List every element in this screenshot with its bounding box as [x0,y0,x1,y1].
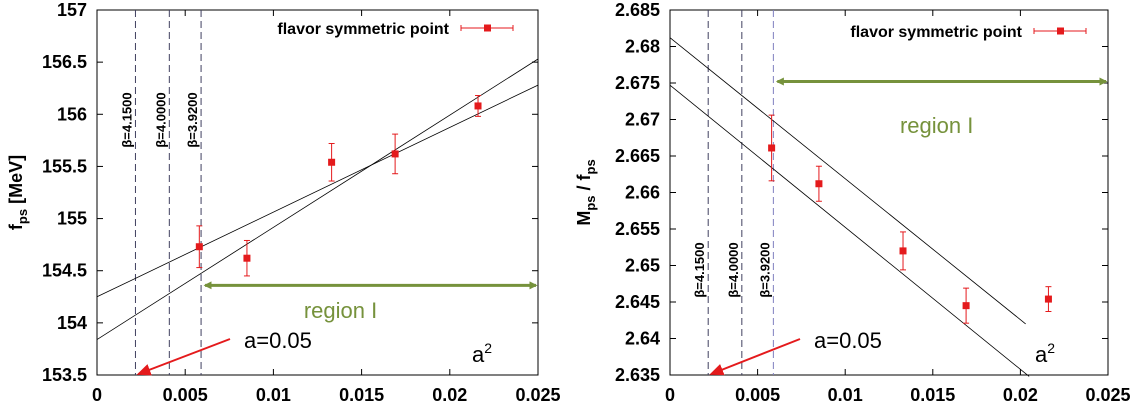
data-point [899,231,907,271]
data-point [962,287,970,324]
x-tick-label: 0.005 [163,385,208,405]
data-marker [243,254,251,262]
y-tick-label: 2.655 [615,219,660,239]
y-tick-label: 2.675 [615,73,660,93]
data-point [195,225,203,269]
y-axis-label: fps [MeV] [6,155,30,230]
y-tick-label: 155.5 [42,156,87,176]
data-marker [474,102,482,110]
x-tick-label: 0.025 [1085,385,1130,405]
y-tick-label: 154 [57,313,87,333]
x-tick-label: 0.005 [735,385,780,405]
x-tick-label: 0.02 [432,385,467,405]
data-marker [815,180,823,188]
data-point [328,142,336,182]
fit-line [96,84,539,298]
x-axis-note: a2 [472,340,492,367]
data-marker [768,144,776,152]
y-tick-label: 157 [57,0,87,20]
annotation-label: a=0.05 [244,328,312,353]
y-axis-label-mid: / f [574,173,594,195]
y-tick-label: 155 [57,209,87,229]
y-tick-label: 2.68 [625,37,660,57]
y-tick-label: 2.635 [615,365,660,385]
beta-label: β=4.0000 [153,92,168,147]
y-axis-label-main: f [6,223,26,230]
x-tick-label: 0 [92,385,102,405]
data-marker [1044,295,1052,303]
beta-label: β=4.1500 [119,92,134,147]
data-point [243,239,251,277]
y-tick-label: 2.665 [615,146,660,166]
x-tick-label: 0.015 [910,385,955,405]
x-tick-label: 0.025 [515,385,560,405]
data-point [1044,286,1052,312]
x-tick-label: 0.01 [828,385,863,405]
legend-marker [1057,27,1064,35]
legend-label: flavor symmetric point [850,24,1022,41]
data-marker [195,243,203,251]
x-axis-note-main: a [1035,342,1048,367]
data-point [815,165,823,202]
plot-frame [669,9,1109,376]
beta-label: β=3.9200 [185,92,200,147]
beta-label: β=3.9200 [757,242,772,297]
y-tick-label: 2.66 [625,183,660,203]
annotation-arrow [136,338,231,376]
y-axis-label-main: M [574,211,594,226]
data-marker [899,247,907,255]
plot-frame [96,9,539,376]
x-axis-note-sup: 2 [484,340,492,356]
beta-label: β=4.1500 [692,242,707,297]
y-axis-label-sub: ps [15,209,30,224]
chart-panel-2: 0 0.005 0.01 0.015 0.02 0.025 2.635 2.64 2.645 2.… [574,0,1131,405]
data-marker [962,302,970,310]
fit-line [96,58,539,340]
x-tick-label: 0.01 [256,385,291,405]
chart-panel-1: 0 0.005 0.01 0.015 0.02 0.025 153.5 154 154.5 155… [6,0,561,405]
y-tick-label: 2.64 [625,329,660,349]
x-tick-label: 0.015 [339,385,384,405]
y-tick-label: 2.685 [615,0,660,20]
y-tick-label: 153.5 [42,365,87,385]
beta-label: β=4.0000 [726,242,741,297]
x-axis-note-main: a [472,342,485,367]
x-tick-label: 0.02 [1003,385,1038,405]
annotation-arrow [709,338,801,376]
y-tick-label: 2.67 [625,110,660,130]
legend-label: flavor symmetric point [277,21,449,38]
y-tick-label: 2.645 [615,292,660,312]
data-marker [328,158,336,166]
x-axis-note-sup: 2 [1047,340,1055,356]
region-label: region I [900,113,973,138]
y-axis-label-unit: [MeV] [6,155,26,209]
y-axis-label-sub2: ps [583,159,598,174]
data-point [768,114,776,182]
region-label: region I [304,298,377,323]
legend-marker [484,24,491,32]
y-tick-label: 156.5 [42,52,87,72]
y-axis-label-sub: ps [583,196,598,211]
data-point [474,95,482,117]
fit-line [669,84,1030,377]
y-axis-label: Mps / fps [574,159,598,225]
x-axis-note: a2 [1035,340,1055,367]
annotation-label: a=0.05 [814,328,882,353]
fit-line [669,37,1026,325]
y-tick-label: 156 [57,104,87,124]
data-marker [391,150,399,158]
x-tick-label: 0 [665,385,675,405]
data-point [391,133,399,175]
y-tick-label: 2.65 [625,256,660,276]
y-tick-label: 154.5 [42,261,87,281]
